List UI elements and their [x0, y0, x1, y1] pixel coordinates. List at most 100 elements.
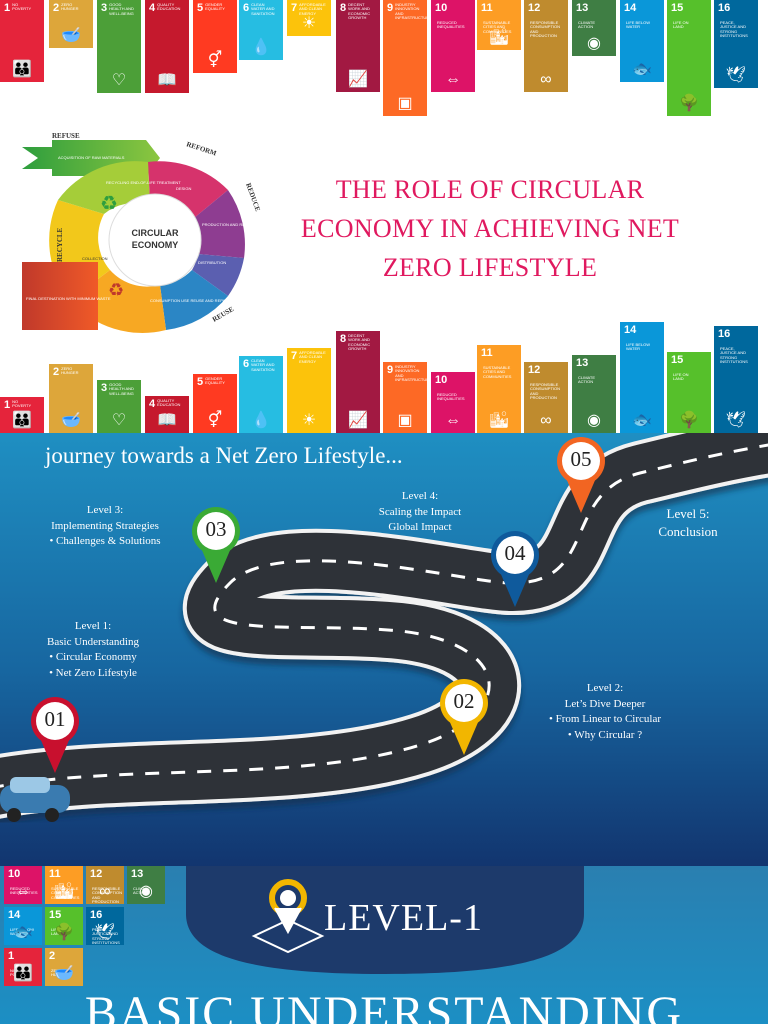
- sdg-tile-15: 15LIFE ON LAND 🌳: [667, 0, 711, 116]
- sdg-title: REDUCED INEQUALITIES: [10, 886, 38, 896]
- dove-icon: 🕊: [94, 924, 116, 941]
- sdg-tile-11: 11SUSTAINABLE CITIES AND COMMUNITIES 🏙: [45, 866, 83, 904]
- sdg-number: 4: [149, 398, 156, 410]
- sdg-title: QUALITY EDUCATION: [157, 398, 181, 408]
- city-icon: 🏙: [488, 412, 510, 429]
- level-2-text: Level 2: Let’s Dive Deeper From Linear t…: [540, 681, 670, 743]
- sdg-number: 14: [624, 324, 637, 336]
- sdg-title: ZERO HUNGER: [61, 366, 79, 376]
- sdg-title: QUALITY EDUCATION: [157, 2, 181, 12]
- sdg-title: LIFE BELOW WATER: [626, 20, 651, 30]
- level-4-line-3: Global Impact: [388, 521, 452, 533]
- wheel-segment-final-destination: [22, 262, 98, 330]
- sdg-tile-11: 11SUSTAINABLE CITIES AND COMMUNITIES 🏙: [477, 345, 521, 433]
- dove-icon: 🕊: [725, 67, 747, 84]
- wheel-segment-text-consumption: CONSUMPTION USE REUSE AND REPAIR: [150, 298, 229, 303]
- sdg-number: 2: [53, 366, 60, 378]
- sdg-tile-7: 7 AFFORDABLE AND CLEAN ENERGY ☀: [287, 348, 331, 433]
- sdg-number: 10: [8, 868, 21, 880]
- level-1-title: Level 1:: [74, 620, 112, 632]
- sdg-title: CLEAN WATER AND SANITATION: [251, 358, 275, 372]
- sdg-tile-3: 3 GOOD HEALTH AND WELL-BEING ♡: [97, 0, 141, 93]
- sdg-number: 11: [481, 2, 493, 14]
- sdg-title: ZERO HUNGER: [51, 968, 69, 978]
- level-3-title: Level 3:: [86, 504, 124, 516]
- sdg-tile-16: 16 PEACE, JUSTICE AND STRONG INSTITUTIONS…: [86, 907, 124, 945]
- cubes-icon: ▣: [397, 95, 413, 112]
- sdg-title: NO POVERTY: [12, 399, 32, 409]
- water-icon: 💧: [251, 39, 271, 56]
- level-4-subtitle: Scaling the Impact: [378, 505, 462, 518]
- sdg-number: 15: [671, 2, 684, 14]
- sdg-grid: 10 REDUCED INEQUALITIES ⇔ 11 SUSTAINABLE CIT…: [0, 866, 170, 1024]
- sdg-tile-15: 15LIFE ON LAND 🌳: [45, 907, 83, 945]
- sdg-number: 1: [8, 950, 15, 962]
- sdg-number: 5: [197, 2, 204, 14]
- sdg-number: 10: [435, 2, 448, 14]
- sdg-title: LIFE BELOW WATER: [10, 927, 35, 937]
- tree-icon: 🌳: [54, 924, 74, 941]
- fish-icon: 🐟: [13, 924, 33, 941]
- sdg-title: SUSTAINABLE CITIES AND COMMUNITIES: [483, 20, 512, 34]
- sdg-tile-12: 12 RESPONSIBLE CONSUMPTION AND PRODUCTION…: [86, 866, 124, 904]
- sdg-tile-3: 3 GOOD HEALTH AND WELL-BEING ♡: [97, 380, 141, 433]
- road-marker-label: 05: [570, 447, 592, 471]
- sdg-title: GOOD HEALTH AND WELL-BEING: [109, 382, 134, 396]
- eye-icon: ◉: [139, 883, 153, 900]
- sdg-title: CLEAN WATER AND SANITATION: [251, 2, 275, 16]
- level-3-item-1: Challenges & Solutions: [40, 534, 170, 550]
- sdg-tile-13: 13CLIMATE ACTION ◉: [572, 0, 616, 56]
- infinity-icon: ∞: [540, 412, 552, 429]
- road-marker-label: 01: [44, 707, 66, 731]
- sdg-number: 5: [197, 376, 204, 388]
- heartbeat-icon: ♡: [111, 72, 127, 89]
- wheel-segment-text-collection: COLLECTION: [82, 256, 108, 261]
- chart-icon: 📈: [348, 71, 368, 88]
- sdg-title: AFFORDABLE AND CLEAN ENERGY: [299, 350, 326, 364]
- equality-icon: ⇔: [445, 71, 461, 88]
- sdg-number: 16: [90, 909, 103, 921]
- sdg-number: 12: [528, 364, 541, 376]
- sdg-tile-2: 2 ZERO HUNGER🥣: [45, 948, 83, 986]
- equality-icon: ⇔: [15, 883, 31, 900]
- sdg-number: 14: [8, 909, 21, 921]
- sdg-title: CLIMATE ACTION: [133, 886, 151, 896]
- fish-icon: 🐟: [632, 61, 652, 78]
- sdg-number: 15: [49, 909, 62, 921]
- sdg-number: 6: [243, 358, 250, 370]
- circular-economy-wheel: CIRCULAR ECONOMY REFUSE REFORM REDUCE RE…: [22, 132, 280, 333]
- book-icon: 📖: [157, 72, 177, 89]
- sdg-tile-4: 4 QUALITY EDUCATION 📖: [145, 396, 189, 433]
- sdg-title: GENDER EQUALITY: [205, 2, 225, 12]
- sdg-tile-14: 14 LIFE BELOW WATER 🐟: [620, 0, 664, 82]
- infinity-icon: ∞: [540, 71, 552, 88]
- sun-icon: ☀: [301, 412, 317, 429]
- title-line-3: ZERO LIFESTYLE: [382, 253, 598, 282]
- sdg-number: 8: [340, 333, 347, 345]
- fish-icon: 🐟: [632, 412, 652, 429]
- bowl-icon: 🥣: [61, 412, 81, 429]
- sdg-title: NO POVERTY: [10, 968, 30, 978]
- road-marker-04: 04: [489, 529, 541, 609]
- road-marker-05: 05: [555, 435, 607, 515]
- recycle-icon: ♻: [100, 193, 118, 215]
- sdg-number: 2: [49, 950, 56, 962]
- bowl-icon: 🥣: [54, 965, 74, 982]
- sdg-tile-6: 6 CLEAN WATER AND SANITATION 💧: [239, 356, 283, 433]
- sdg-tile-9: 9 INDUSTRY INNOVATION AND INFRASTRUCTURE ▣: [383, 0, 432, 116]
- sdg-title: REDUCED INEQUALITIES: [437, 392, 465, 402]
- sdg-tile-7: 7 AFFORDABLE AND CLEAN ENERGY ☀: [287, 0, 331, 36]
- road-marker-03: 03: [190, 505, 242, 585]
- sdg-title: INDUSTRY INNOVATION AND INFRASTRUCTURE: [395, 2, 432, 21]
- sdg-tile-13: 13CLIMATE ACTION ◉: [127, 866, 165, 904]
- winding-road: [0, 433, 768, 822]
- wheel-segment-text-raw: ACQUISITION OF RAW MATERIALS: [58, 155, 125, 160]
- title-slide: 1 NO POVERTY 👪 2 ZERO HUNGER 🥣 3 GOOD HEALTH AN…: [0, 0, 768, 433]
- level-3-text: Level 3: Implementing Strategies Challen…: [40, 503, 170, 550]
- level-2-subtitle: Let’s Dive Deeper: [564, 697, 646, 710]
- sdg-number: 2: [53, 2, 60, 14]
- sdg-tile-16: 16 PEACE, JUSTICE AND STRONG INSTITUTIONS…: [714, 326, 758, 433]
- gender-icon: ⚥: [207, 412, 223, 429]
